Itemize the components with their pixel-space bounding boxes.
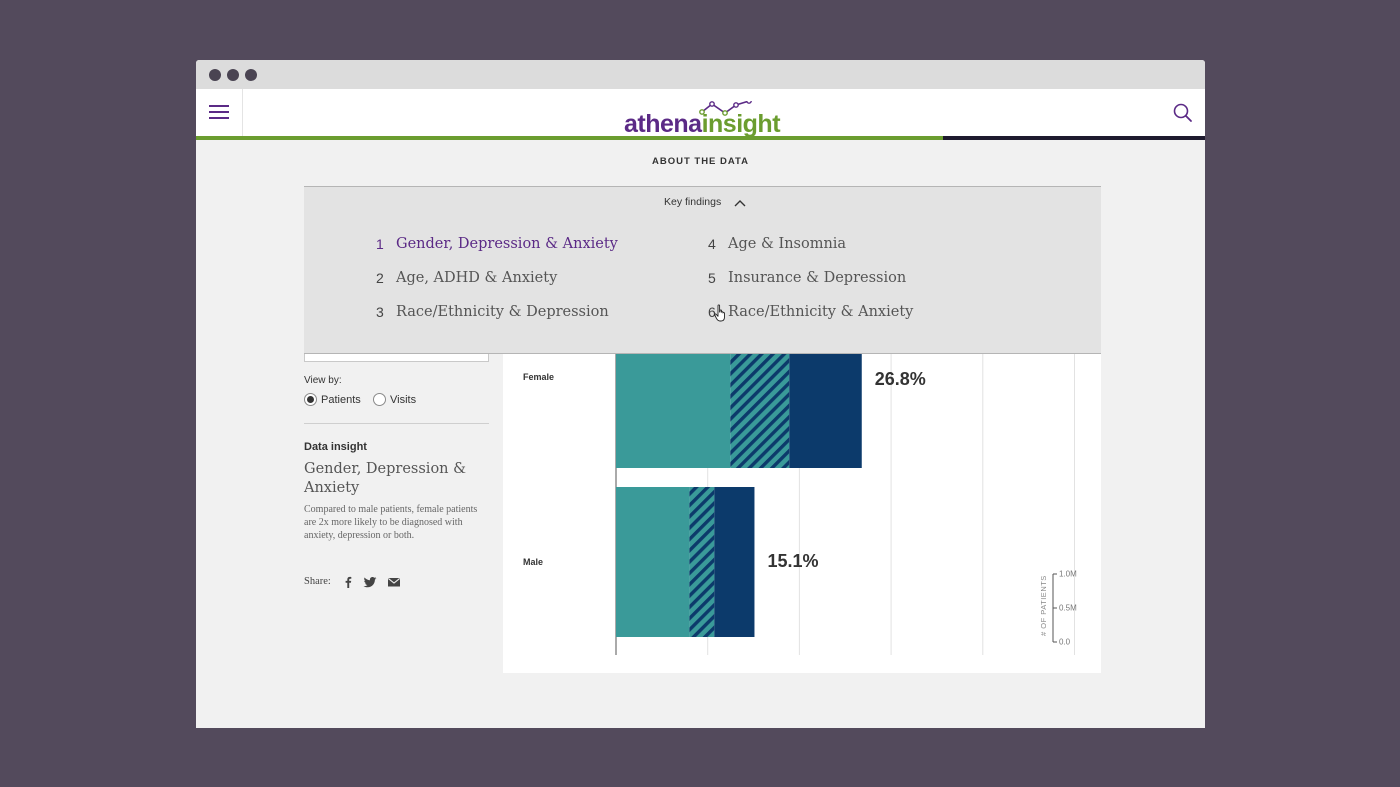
window-dot-icon[interactable] bbox=[209, 69, 221, 81]
finding-item-6[interactable]: 6 Race/Ethnicity & Anxiety bbox=[708, 302, 948, 322]
search-icon bbox=[1173, 103, 1192, 122]
bar-segment bbox=[789, 350, 862, 468]
chevron-up-icon bbox=[734, 200, 746, 207]
twitter-icon bbox=[363, 577, 377, 588]
finding-label: Race/Ethnicity & Anxiety bbox=[728, 304, 914, 320]
reading-progress-bar bbox=[196, 136, 1205, 140]
logo-trend-icon bbox=[699, 101, 752, 116]
key-findings-toggle[interactable]: Key findings bbox=[664, 196, 754, 210]
finding-number: 1 bbox=[376, 236, 384, 252]
key-findings-panel: Key findings 1 Gender, Depression & Anxi… bbox=[304, 186, 1101, 354]
bar-segment bbox=[689, 487, 715, 637]
finding-label: Age, ADHD & Anxiety bbox=[396, 270, 558, 286]
hamburger-icon bbox=[209, 111, 229, 113]
finding-item-1[interactable]: 1 Gender, Depression & Anxiety bbox=[376, 234, 618, 254]
finding-number: 2 bbox=[376, 270, 384, 286]
radio-patients-label: Patients bbox=[321, 394, 361, 406]
menu-button[interactable] bbox=[196, 89, 243, 136]
hand-cursor-icon bbox=[714, 304, 725, 322]
logo-text-insight: insight bbox=[701, 110, 781, 138]
data-insight-title: Gender, Depression & Anxiety bbox=[304, 461, 467, 496]
sidebar-divider bbox=[304, 423, 489, 424]
hamburger-icon bbox=[209, 117, 229, 119]
category-label: Female bbox=[523, 372, 554, 382]
radio-patients[interactable]: Patients bbox=[304, 393, 369, 407]
finding-number: 3 bbox=[376, 304, 384, 320]
finding-label: Age & Insomnia bbox=[728, 236, 847, 252]
value-label: 26.8% bbox=[875, 369, 926, 389]
data-insight-description: Compared to male patients, female patien… bbox=[304, 504, 478, 541]
legend-tick-label: 0.0 bbox=[1059, 638, 1071, 647]
radio-visits-label: Visits bbox=[390, 394, 417, 406]
bar-segment bbox=[714, 487, 755, 637]
key-findings-label: Key findings bbox=[664, 196, 722, 208]
bar-segment bbox=[616, 350, 731, 468]
view-by-label: View by: bbox=[304, 375, 342, 386]
finding-number: 4 bbox=[708, 236, 716, 252]
browser-window: athenainsight ABOUT THE DATA View by: Pa… bbox=[196, 60, 1205, 728]
email-icon bbox=[387, 577, 401, 587]
legend-title: # OF PATIENTS bbox=[1039, 575, 1048, 636]
finding-number: 6 bbox=[708, 304, 716, 320]
finding-item-4[interactable]: 4 Age & Insomnia bbox=[708, 234, 948, 254]
radio-visits[interactable]: Visits bbox=[373, 393, 423, 407]
search-button[interactable] bbox=[1172, 102, 1194, 124]
reading-progress-fill bbox=[196, 136, 943, 140]
radio-selected-icon bbox=[304, 393, 317, 406]
about-the-data-link[interactable]: ABOUT THE DATA bbox=[651, 156, 750, 167]
stacked-bar-chart: Female 26.8% Male 15.1% bbox=[523, 350, 1075, 655]
browser-titlebar bbox=[196, 60, 1205, 89]
finding-label: Gender, Depression & Anxiety bbox=[396, 236, 618, 252]
window-dot-icon[interactable] bbox=[227, 69, 239, 81]
finding-label: Insurance & Depression bbox=[728, 270, 907, 286]
bar-segment bbox=[616, 487, 690, 637]
share-email-button[interactable] bbox=[387, 575, 401, 589]
value-label: 15.1% bbox=[767, 551, 818, 571]
window-dot-icon[interactable] bbox=[245, 69, 257, 81]
hamburger-icon bbox=[209, 105, 229, 107]
finding-item-5[interactable]: 5 Insurance & Depression bbox=[708, 268, 948, 288]
finding-item-3[interactable]: 3 Race/Ethnicity & Depression bbox=[376, 302, 616, 322]
logo-text-athena: athena bbox=[624, 110, 702, 138]
share-twitter-button[interactable] bbox=[363, 575, 377, 589]
share-label: Share: bbox=[304, 576, 331, 587]
finding-number: 5 bbox=[708, 270, 716, 286]
site-logo[interactable]: athenainsight bbox=[624, 101, 784, 138]
data-insight-label: Data insight bbox=[304, 441, 367, 453]
site-header: athenainsight bbox=[196, 89, 1205, 138]
legend-tick-label: 0.5M bbox=[1059, 604, 1077, 613]
finding-label: Race/Ethnicity & Depression bbox=[396, 304, 609, 320]
share-facebook-button[interactable] bbox=[341, 575, 355, 589]
chart-area: Female 26.8% Male 15.1% bbox=[503, 350, 1101, 673]
finding-item-2[interactable]: 2 Age, ADHD & Anxiety bbox=[376, 268, 616, 288]
radio-unselected-icon bbox=[373, 393, 386, 406]
facebook-icon bbox=[345, 576, 352, 588]
category-label: Male bbox=[523, 557, 543, 567]
legend-tick-label: 1.0M bbox=[1059, 570, 1077, 579]
patients-size-legend: # OF PATIENTS 1.0M 0.5M 0.0 bbox=[1039, 570, 1077, 647]
bar-segment bbox=[730, 350, 790, 468]
